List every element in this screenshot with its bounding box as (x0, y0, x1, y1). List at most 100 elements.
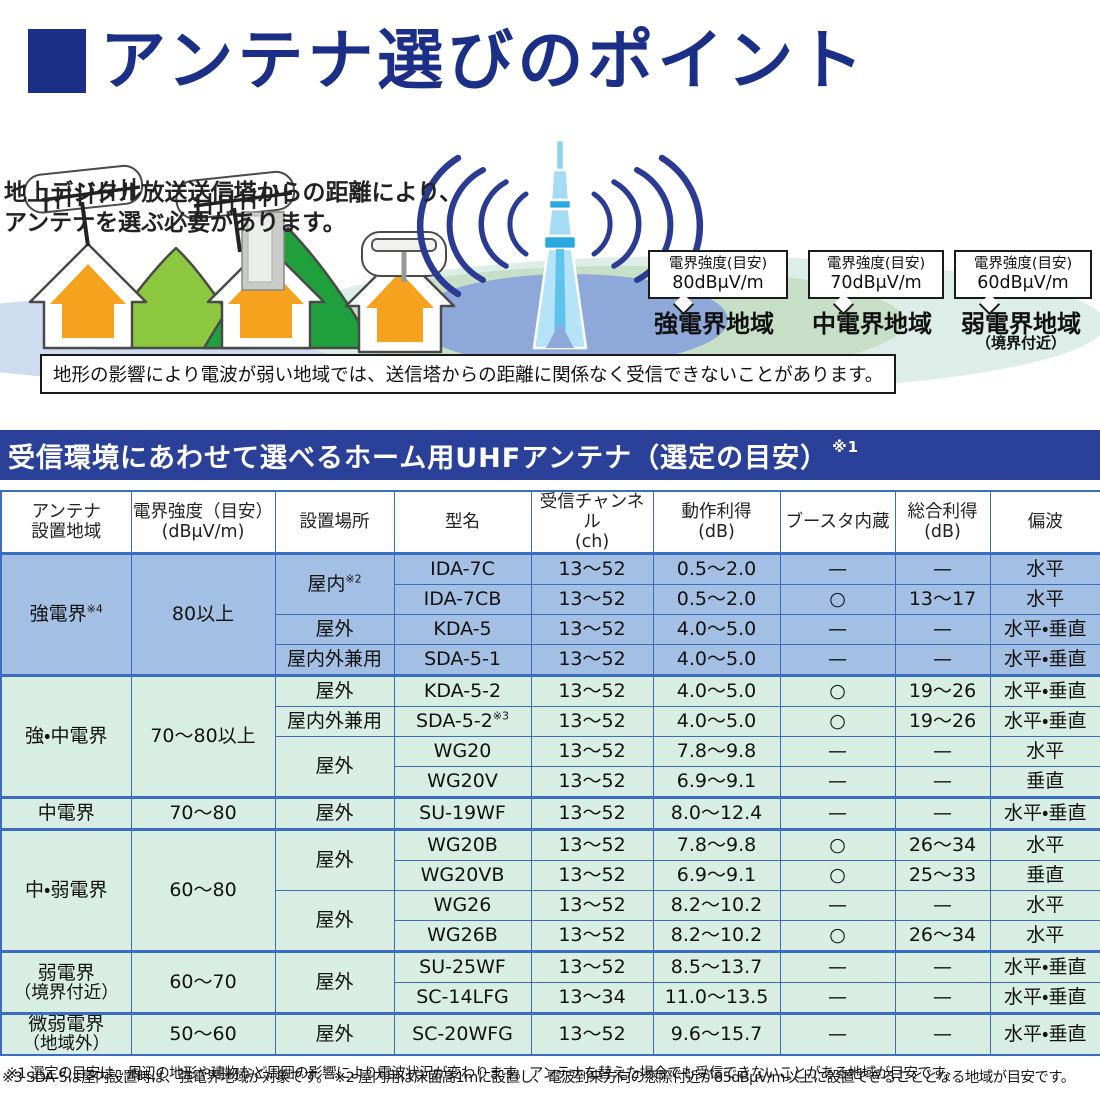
area-label-strong: 強電界地域 (654, 310, 774, 338)
model-cell: IDA-7CB (393, 584, 532, 616)
field-strength-callout: 電界強度(目安) 80dBμV/m (648, 250, 788, 299)
booster-cell: ○ (779, 920, 896, 953)
model-cell: KDA-5 (393, 614, 532, 646)
table-row: 屋内外兼用 SDA-5-1 13～52 4.0～5.0 — — 水平・垂直 (1, 644, 1100, 677)
model-cell: SDA-5-1 (393, 644, 532, 677)
polarization-cell: 垂直 (989, 766, 1100, 799)
place-cell: 屋外 (274, 828, 395, 892)
place-cell: 屋外 (274, 1012, 395, 1056)
total-gain-cell: — (894, 552, 991, 586)
booster-cell: — (779, 890, 896, 922)
polarization-cell: 水平 (989, 920, 1100, 953)
total-gain-cell: 26～34 (894, 920, 991, 953)
area-cell: 中電界 (0, 796, 132, 831)
booster-cell: ○ (779, 584, 896, 616)
gain-cell: 8.2～10.2 (652, 920, 781, 953)
channel-cell: 13～52 (530, 614, 654, 646)
column-header-place: 設置場所 (274, 490, 395, 555)
gain-cell: 7.8～9.8 (652, 828, 781, 862)
callout-value: 70dBμV/m (830, 273, 922, 294)
polarization-cell: 水平 (989, 552, 1100, 586)
gain-cell: 6.9～9.1 (652, 860, 781, 892)
gain-cell: 4.0～5.0 (652, 674, 781, 708)
total-gain-cell: — (894, 796, 991, 831)
table-row: 屋外 WG26 13～52 8.2～10.2 — — 水平 (1, 890, 1100, 953)
booster-cell: ○ (779, 828, 896, 862)
gain-cell: 4.0～5.0 (652, 644, 781, 677)
total-gain-cell: — (894, 614, 991, 646)
table-row: WG26B 13～52 8.2～10.2 ○ 26～34 水平 (1, 920, 1100, 953)
model-cell: SDA-5-2※3 (393, 706, 532, 738)
column-header-strength: 電界強度（目安） (dBμV/m) (130, 490, 276, 555)
footnote-line-2: ※3 SDA-5は屋内設置時は、強電界地域が対象です。 ※2 屋内用は床面高1m… (2, 1069, 1075, 1086)
callout-label: 電界強度(目安) (826, 256, 926, 272)
table-row: 中電界 70～80 屋外 SU-19WF 13～52 8.0～12.4 — — … (0, 796, 1100, 831)
coverage-illustration: 地上デジタル放送送信塔からの距離により、 アンテナを選ぶ必要があります。 電界強… (0, 108, 1100, 430)
callout-label: 電界強度(目安) (973, 256, 1073, 272)
polarization-cell: 水平・垂直 (989, 1012, 1100, 1056)
model-cell: WG20VB (393, 860, 532, 892)
table-row: 屋外 KDA-5 13～52 4.0～5.0 — — 水平・垂直 (1, 614, 1100, 646)
gain-cell: 7.8～9.8 (652, 736, 781, 768)
gain-cell: 0.5～2.0 (652, 552, 781, 586)
model-cell: KDA-5-2 (393, 674, 532, 708)
gain-cell: 4.0～5.0 (652, 706, 781, 738)
gain-cell: 11.0～13.5 (652, 982, 781, 1015)
booster-cell: ○ (779, 706, 896, 738)
area-cell: 微弱電界 （地域外） (0, 1012, 132, 1056)
column-header-area: アンテナ 設置地域 (0, 490, 132, 555)
polarization-cell: 水平 (989, 736, 1100, 768)
section-weak-field: 弱電界 （境界付近） 60～70 屋外 SU-25WF 13～52 8.5～13.… (0, 950, 1100, 1015)
total-gain-cell: 19～26 (894, 674, 991, 708)
channel-cell: 13～52 (530, 584, 654, 616)
booster-cell: — (779, 552, 896, 586)
channel-cell: 13～52 (530, 706, 654, 738)
table-row: 中・弱電界 60～80 屋外 WG20B 13～52 7.8～9.8 ○ 26～… (0, 828, 1100, 953)
place-cell: 屋外 (274, 736, 395, 799)
table-row: IDA-7CB 13～52 0.5～2.0 ○ 13～17 水平 (1, 584, 1100, 616)
model-cell: SC-20WFG (393, 1012, 532, 1056)
total-gain-cell: — (894, 644, 991, 677)
table-row: SC-14LFG 13～34 11.0～13.5 — — 水平・垂直 (1, 982, 1100, 1015)
total-gain-cell: 19～26 (894, 706, 991, 738)
area-cell: 中・弱電界 (0, 828, 132, 953)
column-header-channel: 受信チャンネル (ch) (530, 490, 654, 555)
channel-cell: 13～52 (530, 644, 654, 677)
table-row: 強電界※4 80以上 屋内※2 IDA-7C 13～52 0.5～2.0 — —… (0, 552, 1100, 677)
model-cell: SU-19WF (393, 796, 532, 831)
channel-cell: 13～52 (530, 736, 654, 768)
section-middle-field: 中電界 70～80 屋外 SU-19WF 13～52 8.0～12.4 — — … (0, 796, 1100, 831)
table-row: 弱電界 （境界付近） 60～70 屋外 SU-25WF 13～52 8.5～13.… (0, 950, 1100, 1015)
channel-cell: 13～52 (530, 890, 654, 922)
section-strong-middle-field: 強・中電界 70～80以上 屋外 KDA-5-2 13～52 4.0～5.0 ○… (0, 674, 1100, 799)
place-cell: 屋内外兼用 (274, 706, 395, 738)
booster-cell: — (779, 644, 896, 677)
table-header-row: アンテナ 設置地域 電界強度（目安） (dBμV/m) 設置場所 型名 受信チャンネ… (0, 490, 1100, 555)
strength-cell: 60～70 (130, 950, 276, 1015)
footnotes: ※1 選定の目安は、周辺の地形や建物など周囲の影響により電波状況が変わります。ア… (0, 1060, 1100, 1096)
house-icon (28, 242, 148, 350)
channel-cell: 13～52 (530, 674, 654, 708)
model-cell: WG20V (393, 766, 532, 799)
table-section-bar: 受信環境にあわせて選べるホーム用UHFアンテナ（選定の目安） ※1 (0, 430, 1100, 480)
booster-cell: — (779, 766, 896, 799)
gain-cell: 8.0～12.4 (652, 796, 781, 831)
strength-cell: 70～80以上 (130, 674, 276, 799)
model-cell: SU-25WF (393, 950, 532, 984)
total-gain-cell: — (894, 1012, 991, 1056)
polarization-cell: 水平 (989, 584, 1100, 616)
table-title-note: ※1 (832, 438, 860, 456)
place-cell: 屋外 (274, 890, 395, 953)
channel-cell: 13～52 (530, 950, 654, 984)
section-strong-field: 強電界※4 80以上 屋内※2 IDA-7C 13～52 0.5～2.0 — —… (0, 552, 1100, 677)
broadcast-tower-icon (532, 138, 588, 350)
callout-label: 電界強度(目安) (668, 256, 768, 272)
place-cell: 屋外 (274, 614, 395, 646)
channel-cell: 13～52 (530, 1012, 654, 1056)
booster-cell: — (779, 1012, 896, 1056)
model-cell: WG20B (393, 828, 532, 862)
field-strength-callout: 電界強度(目安) 60dBμV/m (954, 250, 1092, 299)
model-cell: IDA-7C (393, 552, 532, 586)
strength-cell: 60～80 (130, 828, 276, 953)
gain-cell: 8.2～10.2 (652, 890, 781, 922)
